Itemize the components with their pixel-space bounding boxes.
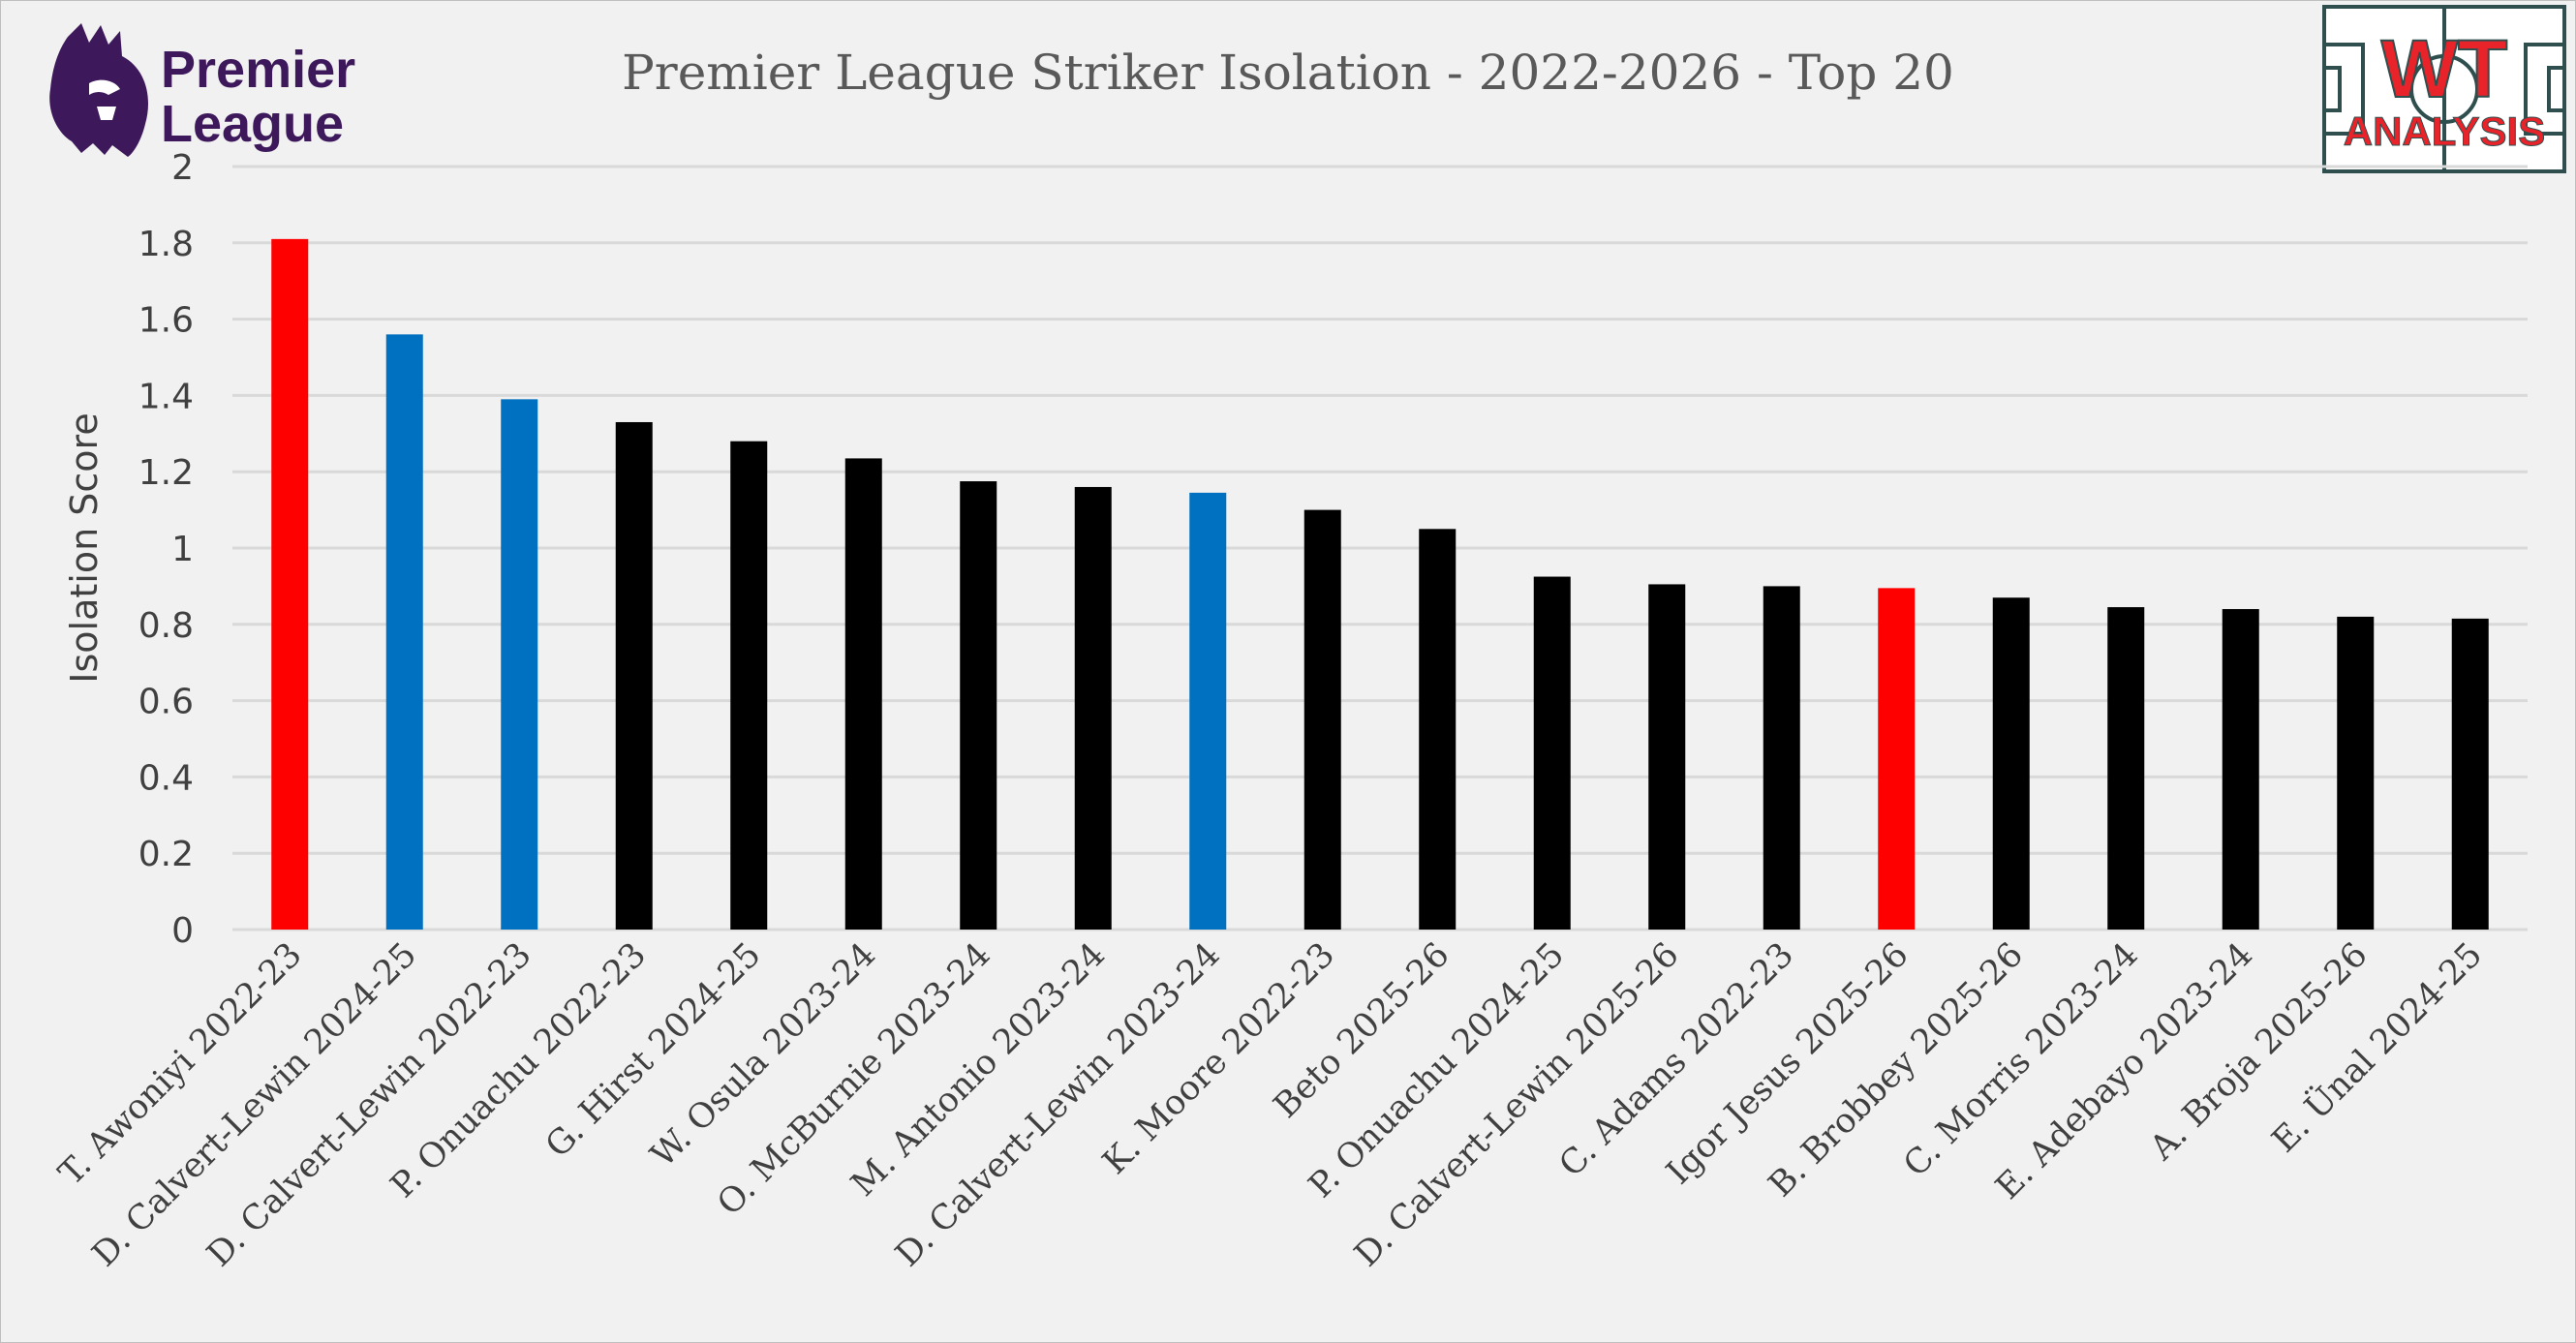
bar xyxy=(2107,607,2145,930)
y-tick-label: 1.8 xyxy=(138,225,194,264)
league-logo-line2: League xyxy=(161,95,344,153)
bar xyxy=(385,334,423,930)
y-tick-label: 0.6 xyxy=(138,683,194,722)
bar xyxy=(615,421,653,931)
wt-analysis-logo: WT ANALYSIS xyxy=(2322,5,2566,173)
y-tick-label: 1.2 xyxy=(138,453,194,493)
x-tick-label: G. Hirst 2024-25 xyxy=(538,935,769,1166)
y-tick-label: 0.2 xyxy=(138,835,194,874)
y-tick-label: 1 xyxy=(171,530,194,569)
badge-line1: WT xyxy=(2381,23,2508,114)
bar xyxy=(960,481,997,930)
x-tick-label: W. Osula 2023-24 xyxy=(644,935,883,1175)
chart-title: Premier League Striker Isolation - 2022-… xyxy=(622,45,1954,101)
bar xyxy=(1878,588,1916,930)
y-tick-label: 2 xyxy=(171,148,194,188)
bar xyxy=(271,238,309,931)
lion-crest-icon xyxy=(49,23,148,157)
bar xyxy=(1648,584,1686,930)
pitch-badge-icon xyxy=(2322,5,2566,173)
y-tick-label: 1.6 xyxy=(138,301,194,341)
bar xyxy=(1303,509,1341,930)
x-axis-ticks: T. Awoniyi 2022-23D. Calvert-Lewin 2024-… xyxy=(51,934,2490,1275)
premier-league-logo: Premier League xyxy=(49,23,355,157)
x-tick-label: E. Ünal 2024-25 xyxy=(2263,934,2490,1161)
bar xyxy=(2222,609,2259,930)
y-tick-label: 1.4 xyxy=(138,377,194,416)
bar xyxy=(730,441,768,930)
y-tick-label: 0 xyxy=(171,911,194,951)
y-tick-label: 0.8 xyxy=(138,606,194,646)
bar xyxy=(1763,586,1800,930)
bar xyxy=(1419,529,1457,930)
bar xyxy=(1074,486,1112,930)
gridlines xyxy=(232,165,2528,931)
badge-line2: ANALYSIS xyxy=(2344,108,2546,154)
bar xyxy=(1533,576,1571,930)
bar xyxy=(2451,618,2489,930)
y-tick-label: 0.4 xyxy=(138,758,194,798)
bar xyxy=(1189,492,1227,930)
bar xyxy=(1992,597,2030,930)
bars xyxy=(271,238,2489,931)
league-logo-line1: Premier xyxy=(161,41,355,99)
bar xyxy=(844,458,882,930)
bar xyxy=(2337,616,2375,930)
bar xyxy=(501,399,538,931)
x-tick-label: A. Broja 2025-26 xyxy=(2142,935,2376,1169)
y-axis-ticks: 0 0.2 0.4 0.6 0.8 1 1.2 1.4 1.6 1.8 2 xyxy=(138,148,194,951)
y-axis-label: Isolation Score xyxy=(63,412,106,683)
